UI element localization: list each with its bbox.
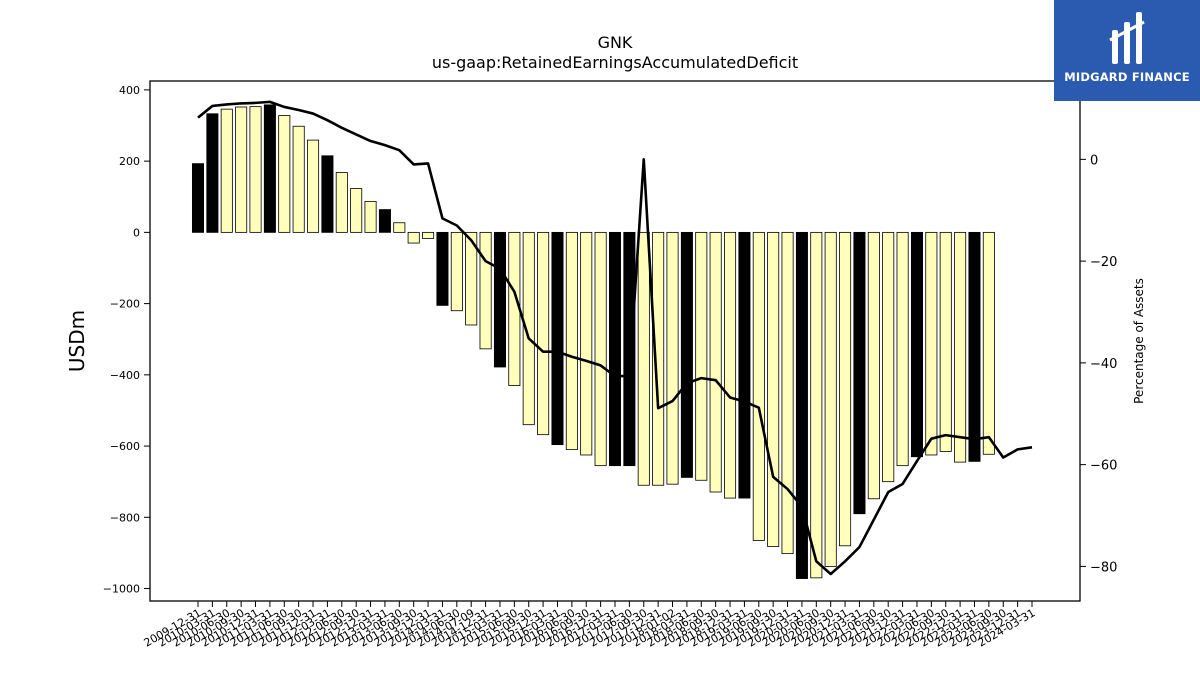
bar — [939, 231, 952, 452]
y2-tick-label: −40 — [1090, 357, 1117, 372]
bar — [393, 222, 406, 233]
bar — [954, 231, 967, 463]
y2-tick-label: −20 — [1090, 255, 1117, 270]
y2-tick-label: −60 — [1090, 459, 1117, 474]
bar — [450, 231, 463, 312]
bar — [278, 115, 291, 233]
bar — [508, 231, 521, 386]
y-tick-label: 200 — [119, 155, 140, 168]
bar — [206, 113, 219, 233]
bar — [493, 231, 506, 368]
percentage-of-assets-line — [197, 100, 1033, 576]
line-series — [197, 100, 1033, 576]
bar — [810, 231, 823, 579]
bar — [537, 231, 550, 436]
bar — [680, 231, 693, 478]
y-tick-label: 400 — [119, 84, 140, 97]
bar — [364, 200, 377, 233]
bar — [982, 231, 995, 455]
y-tick-label: −600 — [110, 440, 140, 453]
bar — [608, 231, 622, 467]
bar — [350, 188, 363, 233]
bar — [191, 163, 205, 233]
bar — [235, 106, 248, 233]
y-axis-label: USDm — [65, 310, 89, 372]
bar — [695, 231, 708, 481]
bar — [968, 231, 981, 462]
bar — [795, 231, 808, 579]
bar — [637, 231, 650, 486]
bar — [407, 231, 420, 244]
logo-text: MIDGARD FINANCE — [1064, 70, 1190, 84]
brand-logo: MIDGARD FINANCE — [1054, 0, 1200, 101]
bar — [896, 231, 909, 467]
y2-tick-label: 0 — [1090, 153, 1098, 168]
bar — [910, 231, 923, 458]
bar — [551, 231, 564, 446]
bar-series — [191, 104, 995, 579]
y-tick-label: 0 — [133, 226, 140, 239]
bar — [824, 231, 837, 567]
y-axis-left: 400 200 0 −200 −400 −600 −800 −1000 — [103, 84, 150, 596]
bar — [839, 231, 852, 547]
y2-axis-label: Percentage of Assets — [1132, 278, 1146, 404]
bar — [422, 231, 435, 239]
bar — [781, 231, 794, 555]
y-axis-right: 0 −20 −40 −60 −80 — [1080, 153, 1117, 575]
y2-tick-label: −80 — [1090, 560, 1117, 575]
bar — [767, 231, 780, 547]
y-tick-label: −1000 — [103, 583, 140, 596]
bar — [724, 231, 737, 499]
chart-subtitle: us-gaap:RetainedEarningsAccumulatedDefic… — [432, 53, 798, 72]
bar — [263, 104, 276, 233]
bar — [479, 231, 492, 350]
bar — [335, 172, 348, 233]
bar — [378, 209, 391, 233]
bar — [565, 231, 578, 451]
bar — [867, 231, 880, 500]
bar — [321, 155, 334, 233]
midgard-logo-icon — [1109, 12, 1145, 64]
bar — [292, 125, 305, 233]
bar — [652, 231, 665, 486]
bar — [594, 231, 607, 467]
bar — [709, 231, 722, 493]
y-tick-label: −800 — [110, 511, 140, 524]
bar — [925, 231, 938, 456]
bar — [666, 231, 679, 485]
bar — [465, 231, 478, 326]
bar — [307, 139, 320, 233]
bar — [580, 231, 593, 456]
y-tick-label: −200 — [110, 298, 140, 311]
bar — [522, 231, 535, 426]
bar — [853, 231, 866, 515]
bar — [623, 231, 636, 467]
bar — [220, 108, 233, 233]
bar — [882, 231, 895, 483]
bar — [436, 231, 449, 306]
bar — [249, 106, 262, 233]
chart-title: GNK — [598, 33, 633, 52]
bar — [752, 231, 765, 541]
y-tick-label: −400 — [110, 369, 140, 382]
bar — [738, 231, 751, 499]
x-axis: 2009-12-312010-03-312010-06-302010-09-30… — [142, 601, 1038, 650]
